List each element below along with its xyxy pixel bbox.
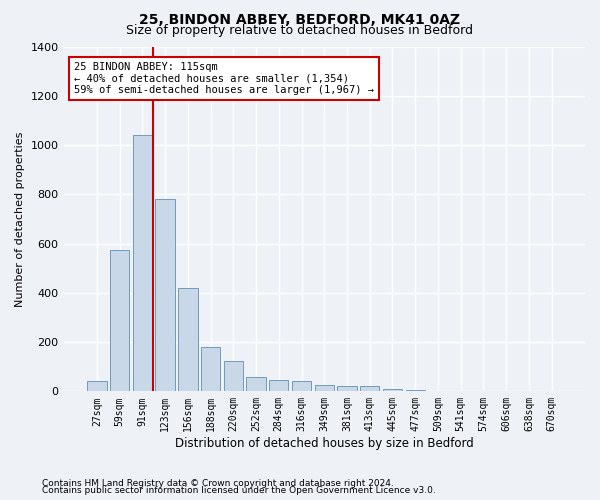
Bar [133, 135, 152, 392]
Bar [292, 382, 311, 392]
X-axis label: Distribution of detached houses by size in Bedford: Distribution of detached houses by size … [175, 437, 473, 450]
Bar [201, 347, 220, 392]
Bar [178, 288, 197, 392]
Bar [383, 389, 402, 392]
Bar [269, 380, 289, 392]
Bar [406, 390, 425, 392]
Y-axis label: Number of detached properties: Number of detached properties [15, 131, 25, 306]
Text: Contains HM Land Registry data © Crown copyright and database right 2024.: Contains HM Land Registry data © Crown c… [42, 478, 394, 488]
Bar [155, 199, 175, 392]
Bar [87, 382, 107, 392]
Text: 25, BINDON ABBEY, BEDFORD, MK41 0AZ: 25, BINDON ABBEY, BEDFORD, MK41 0AZ [139, 12, 461, 26]
Text: 25 BINDON ABBEY: 115sqm
← 40% of detached houses are smaller (1,354)
59% of semi: 25 BINDON ABBEY: 115sqm ← 40% of detache… [74, 62, 374, 95]
Bar [360, 386, 379, 392]
Bar [224, 360, 243, 392]
Text: Size of property relative to detached houses in Bedford: Size of property relative to detached ho… [127, 24, 473, 37]
Bar [247, 376, 266, 392]
Bar [314, 385, 334, 392]
Bar [337, 386, 356, 392]
Bar [428, 390, 448, 392]
Text: Contains public sector information licensed under the Open Government Licence v3: Contains public sector information licen… [42, 486, 436, 495]
Bar [110, 250, 130, 392]
